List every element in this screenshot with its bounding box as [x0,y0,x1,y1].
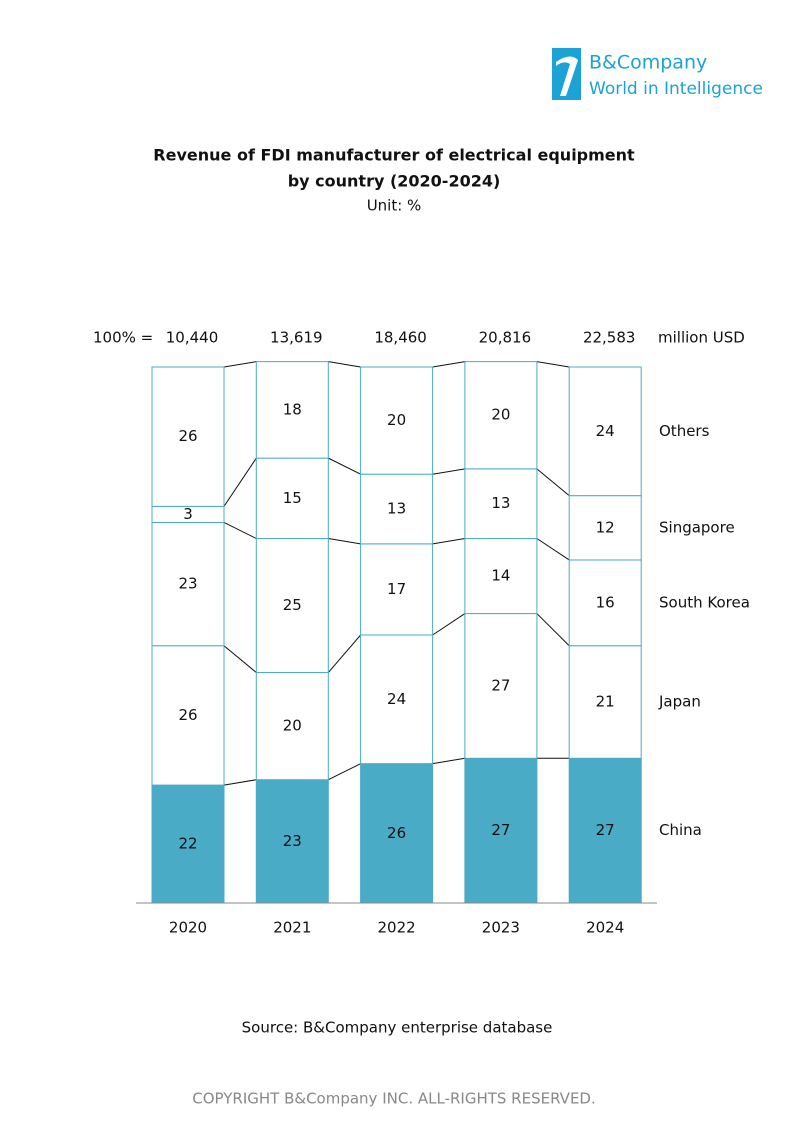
bar-segment [255,538,329,674]
bar-segment [464,613,538,759]
total-label: 13,619 [270,329,323,347]
series-label: Others [659,422,710,440]
connector [327,634,361,673]
bar-segment [255,672,329,781]
connector [223,457,257,507]
connector [223,779,257,786]
bar-segment [360,366,434,475]
brand-tagline: World in Intelligence [589,79,763,99]
bar-segment [151,366,225,507]
data-label: 20 [283,717,302,735]
connector [223,645,257,673]
data-label: 26 [178,427,197,445]
connector [328,457,361,475]
x-tick-label: 2023 [482,919,520,937]
data-label: 21 [596,693,615,711]
bar-segment [255,457,329,540]
data-label: 15 [283,489,302,507]
totals-prefix: 100% = [93,329,153,347]
x-tick-label: 2021 [273,919,311,937]
bar-segment [255,361,329,459]
total-label: 10,440 [166,329,219,347]
connector [536,361,570,368]
brand-name: B&Company [589,52,707,74]
connector [328,763,361,781]
bar-segment [360,634,434,765]
connector [536,538,570,561]
bar-segment [151,645,225,786]
bar-segment [360,473,434,545]
bar-segment [568,645,642,759]
series-label: Singapore [659,518,735,536]
chart-subtitle: Unit: % [367,197,422,215]
total-label: 22,583 [583,329,636,347]
data-label: 13 [387,500,406,518]
bar-segment [568,366,642,497]
connector [432,468,465,475]
x-tick-label: 2020 [169,919,207,937]
total-label: 20,816 [479,329,532,347]
connector [432,757,465,765]
connector [328,538,361,545]
data-label: 27 [491,821,510,839]
bar-segment [464,468,538,540]
chart-title: by country (2020-2024) [288,172,501,191]
series-label: Japan [658,693,701,711]
data-label: 25 [283,596,302,614]
bar-segment [360,543,434,636]
data-label: 20 [491,406,510,424]
data-label: 14 [491,567,510,585]
data-label: 26 [178,706,197,724]
copyright: COPYRIGHT B&Company INC. ALL-RIGHTS RESE… [192,1090,596,1108]
bar-segment [464,757,538,904]
bar-segment [464,538,538,615]
connector [328,361,361,368]
bar-segment [568,757,642,904]
data-label: 23 [178,575,197,593]
data-label: 22 [178,835,197,853]
chart-title: Revenue of FDI manufacturer of electrica… [153,146,635,165]
data-label: 20 [387,411,406,429]
data-label: 24 [596,422,615,440]
x-tick-label: 2024 [586,919,624,937]
connector [223,361,257,368]
bar-segment [151,784,225,904]
source: Source: B&Company enterprise database [242,1019,553,1037]
data-label: 17 [387,580,406,598]
bar-segment [568,495,642,561]
totals-unit: million USD [658,329,745,347]
connector [432,613,466,636]
series-label: South Korea [659,593,750,611]
data-label: 13 [491,494,510,512]
x-tick-label: 2022 [378,919,416,937]
bar-segment [151,521,225,647]
connector [223,521,257,539]
total-label: 18,460 [374,329,427,347]
data-label: 18 [283,400,302,418]
connector [432,538,465,545]
series-label: China [659,821,702,839]
bar-segment [568,559,642,647]
data-label: 27 [596,821,615,839]
data-label: 16 [596,593,615,611]
connector [536,613,570,647]
connector [536,468,570,497]
logo-mark [556,56,578,96]
bar-segment [464,361,538,470]
connector [432,361,465,368]
data-label: 24 [387,690,406,708]
data-label: 26 [387,824,406,842]
data-label: 3 [183,505,193,523]
data-label: 12 [596,518,615,536]
data-label: 23 [283,832,302,850]
data-label: 27 [491,676,510,694]
